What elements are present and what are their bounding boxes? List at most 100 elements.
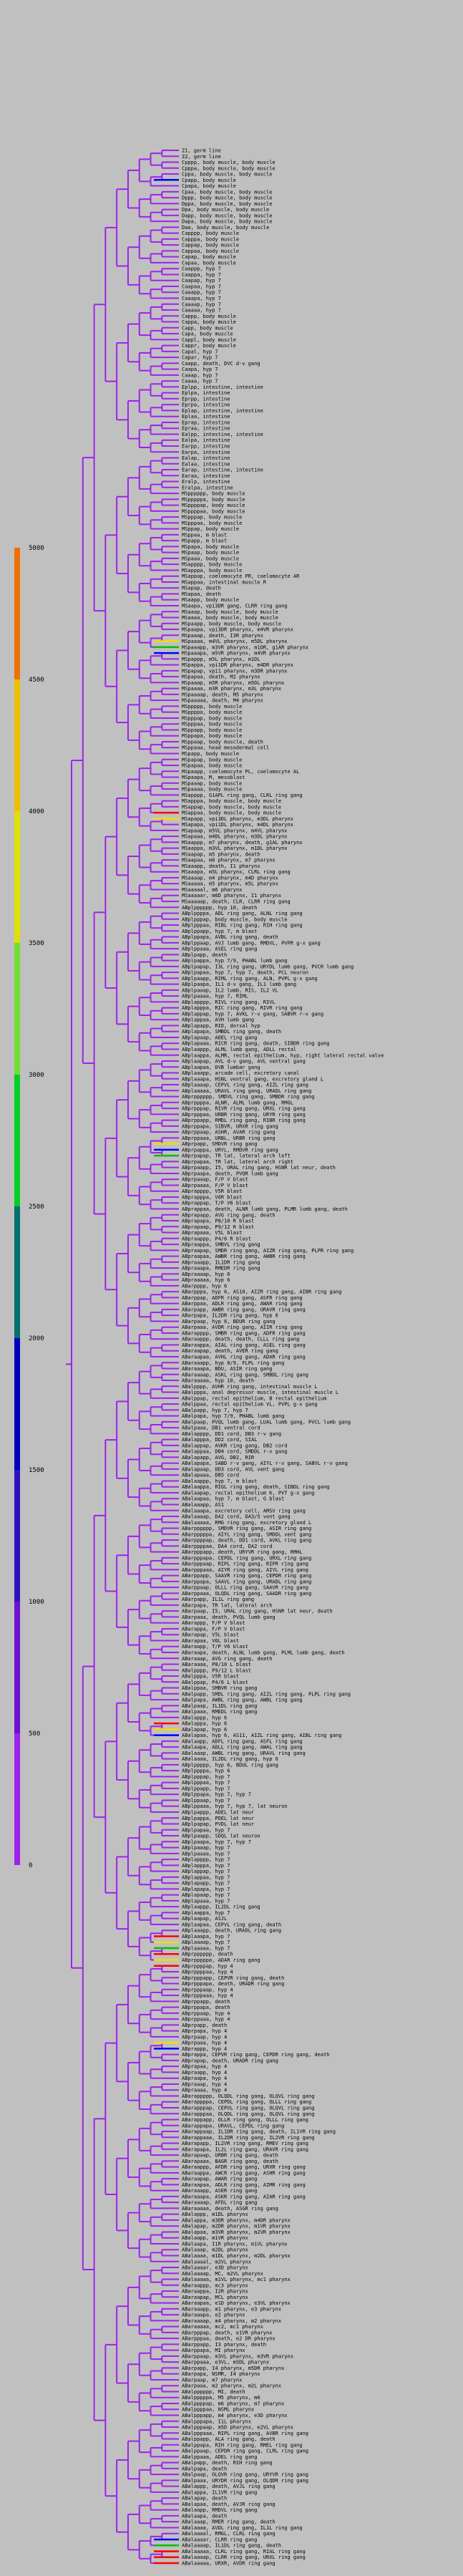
leaf-label: ABplapaaa, RICR ring gang, death, SIBDR … — [182, 1041, 330, 1047]
leaf-label: Eralp, intestine — [182, 479, 230, 485]
leaf-label: ABarpapp, AWBR ring gang, URAVR ring gan… — [182, 1307, 306, 1312]
leaf-label: ABplaaaaa, hyp 7 — [182, 1945, 230, 1951]
leaf-label: ABprapap, death, URADR ring gang — [182, 2058, 278, 2063]
leaf-label: ABalaapap, rectal epithelium K, PVT g-x … — [182, 1490, 314, 1496]
leaf-label: ABprpapa, hyp 4 — [182, 2028, 227, 2034]
leaf-label: MSpaapp, coelomocyte PL, coelomocyte AL — [182, 769, 299, 775]
leaf-label: MSpaaa, body muscle — [182, 556, 239, 561]
leaf-label: ABplpapp, death — [182, 952, 227, 958]
leaf-label: ABalappap, AVKR ring gang, DB2 cord — [182, 1443, 288, 1448]
leaf-label: ABplpappp, ADEL lat neur — [182, 1810, 254, 1816]
leaf-label: Caapp, death, DVC d-v gang — [182, 361, 260, 367]
leaf-label: MSppaaa, head mesodermal cell — [182, 745, 269, 751]
leaf-label: ABaraapaa, e1D pharynx, e3VL pharynx — [182, 2300, 291, 2306]
leaf-label: ABaraaaap, ASKL ring gang, SMBDL ring ga… — [182, 1372, 308, 1377]
branch-highlights — [154, 179, 179, 2565]
leaf-label: ABaraappa, I2R pharynx — [182, 2289, 248, 2295]
leaf-label: MSaappp, m7 pharynx, death, g1AL pharynx — [182, 840, 303, 846]
leaf-label: ABpraaapa, RMEDR ring gang — [182, 1266, 260, 1272]
leaf-label: ABaraaapp, hyp 8/9, FLPL ring gang — [182, 1360, 284, 1366]
leaf-label: MSapppa, body muscle — [182, 568, 242, 573]
leaf-label: ABplaaapa, HSNL ventral gang, excretory … — [182, 1076, 323, 1082]
leaf-label: ABarapppaa, OLQDL ring gang, OLQVL ring … — [182, 2111, 314, 2117]
legend-tick-label: 3500 — [29, 940, 44, 947]
leaf-label: ABalpapa, AWBL ring gang, AWBL ring gang — [182, 1698, 303, 1703]
leaf-label: Z2, germ line — [182, 154, 221, 160]
leaf-label: ABarppaap, m3VL pharynx, m3VR pharynx — [182, 2353, 293, 2359]
leaf-label: MSaaaaap, death, CLR, CLRR ring gang — [182, 899, 291, 904]
leaf-label: ABplppaaa, hyp 7, hyp 7, lat neuron — [182, 1803, 288, 1809]
leaf-label: ABalapap, hyp 6 — [182, 1727, 227, 1733]
leaf-label: ABplpppaa, hyp 7 — [182, 1780, 230, 1786]
leaf-label: ABarpaaa, m2 pharynx, m2L pharynx — [182, 2383, 281, 2389]
leaf-label: ABplaappp, ALML lumb gang, ADLL rectal — [182, 1047, 296, 1052]
leaf-label: ABarapapa, IL2L ring gang, URAVR ring ga… — [182, 2146, 308, 2152]
leaf-label: MSaaap, body muscle, body muscle — [182, 609, 278, 615]
leaf-label: ABalapap, death — [182, 2496, 227, 2502]
leaf-label: ABplaaaap, CEPVL ring gang, AIZL ring ga… — [182, 1083, 308, 1088]
leaf-label: ABaraaaap, AFDL ring gang — [182, 2200, 257, 2206]
leaf-label: ABplpappa, hyp 7/9, PHABL lumb gang — [182, 958, 288, 964]
leaf-label: ABarappaap, IL1DR ring gang, death, IL1V… — [182, 2129, 336, 2135]
leaf-label: ABplaaaaa, URAVL ring gang, URADL ring g… — [182, 1088, 311, 1094]
legend-band — [14, 548, 20, 679]
leaf-label: Daa, body muscle, body muscle — [182, 225, 269, 231]
leaf-label: ABarapap, V5L blast — [182, 1632, 239, 1638]
leaf-label: ABplappap, hyp 7, AVKL r-v gang, SABVR r… — [182, 1011, 323, 1017]
leaf-label: ABalppppap, m6 pharynx, m7 pharynx — [182, 2401, 284, 2406]
leaf-label: ABplppppa, ADL ring gang, ALNL ring gang — [182, 911, 303, 916]
leaf-label: ABalapaa, m3VR pharynx, m2VR pharynx — [182, 2229, 291, 2235]
leaf-label: ABalpaaa, URYDR ring gang, OLQDR ring ga… — [182, 2478, 308, 2484]
leaf-label: MSpaaaaa, death, M4 pharynx — [182, 698, 263, 704]
leaf-label: ABplapppp, hyp 7 — [182, 1857, 230, 1863]
leaf-label: ABprpapp, death — [182, 2023, 227, 2028]
leaf-label: ABplpaapp, RIML ring gang, ALN, PVPL g-x… — [182, 976, 318, 982]
leaf-label: MSapppp, body muscle — [182, 562, 242, 568]
leaf-label: ABpraapp, hyp 4 — [182, 2070, 227, 2076]
leaf-label: Cappap, body muscle — [182, 243, 239, 248]
leaf-label: ABprpaaaa, F/P V blast — [182, 1183, 248, 1188]
leaf-label: ABplaapap, AVL d-v gang, AVL ventral gan… — [182, 1059, 306, 1065]
leaf-label: MSappaa, body muscle, body muscle — [182, 810, 281, 816]
leaf-label: ABalaaaaa, CLRL ring gang, RIAL ring gan… — [182, 2549, 306, 2555]
leaf-label: ABarppaaa, OLQDL ring gang, SAADR ring g… — [182, 1591, 311, 1597]
leaf-label: ABprppaap, hyp 4 — [182, 2010, 230, 2016]
leaf-label: MSpaaap, death, I3R pharynx — [182, 633, 263, 639]
leaf-label: ABalaaaa, m1DL pharynx, m2DL pharynx — [182, 2253, 291, 2259]
leaf-label: MSpppap, body muscle — [182, 715, 242, 721]
leaf-label: Eplpp, intestine, intestine — [182, 384, 263, 390]
tree-branches — [66, 150, 179, 2564]
legend-tick-label: 2000 — [29, 1335, 44, 1342]
leaf-label: ABplapapp, RID, dorsal hyp — [182, 1023, 260, 1029]
leaf-label: MSpaaapp, m3VR pharynx, m1DR, g1AR phary… — [182, 644, 308, 650]
leaf-label: ABalapppa, DD2 cord, SIAL — [182, 1437, 257, 1443]
leaf-label: ABprapppa, V6R blast — [182, 1194, 242, 1200]
leaf-label: ABprpppppp, death — [182, 1952, 233, 1957]
leaf-label: ABprppppap, hyp 4 — [182, 1963, 233, 1969]
leaf-label: MSppaap, body muscle, death — [182, 739, 263, 745]
leaf-label: ABalppaa, rectal epithelium VL, PVPL g-x… — [182, 1402, 318, 1408]
leaf-label: ABplpaaap, hyp 7 — [182, 1845, 230, 1851]
leaf-label: ABaraaap, AVG ring gang, death — [182, 1656, 272, 1662]
leaf-label: ABalaaaa, AVDL ring gang, IL1L ring gang — [182, 2525, 303, 2531]
legend-tick-label: 1000 — [29, 1599, 44, 1606]
leaf-label: ABprpappa, URYL, RMDVR ring gang — [182, 1147, 278, 1153]
leaf-label: ABalaapp, m1VR pharynx — [182, 2235, 248, 2241]
leaf-label: ABplapapa, SMBDL ring gang, death — [182, 1029, 281, 1035]
leaf-label: MSppppap, body muscle — [182, 503, 245, 508]
leaf-label: ABpraappp, P4/6 R blast — [182, 1236, 251, 1241]
leaf-label: ABaraaapp, ASER ring gang — [182, 2188, 257, 2194]
leaf-label: ABalaaap, AWBL ring gang, URAVL ring gan… — [182, 1751, 306, 1756]
leaf-label: ABplpppap, body muscle, body muscle — [182, 916, 288, 922]
leaf-label: ABplaappp, IL2DL ring gang — [182, 1904, 260, 1910]
leaf-label: MSppapa, body muscle — [182, 733, 242, 739]
leaf-label: ABpraaaaa, hyp 6 — [182, 1277, 230, 1283]
leaf-label: Eprpa, intestine — [182, 402, 230, 408]
leaf-label: Cappl, body muscle — [182, 337, 236, 343]
leaf-label: MSpapap, vpi1 pharynx, m3DR pharynx — [182, 668, 288, 674]
leaf-label: MSapppp, G1APL ring gang, CLRL ring gang — [182, 793, 303, 798]
leaf-label: ABplapppa, RIC ring gang, RIVR ring gang — [182, 1005, 303, 1011]
leaf-label: ABprpppaaa, hyp 4 — [182, 1993, 233, 1999]
